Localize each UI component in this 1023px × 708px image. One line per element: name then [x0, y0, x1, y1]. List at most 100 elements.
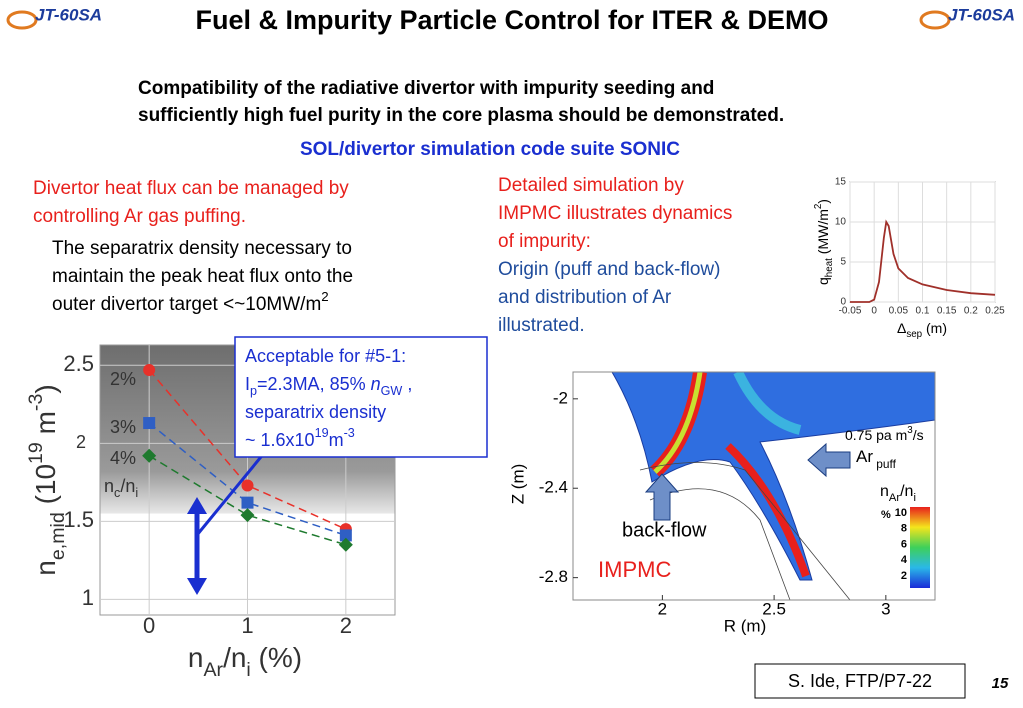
intro-line: Compatibility of the radiative divertor …: [138, 78, 714, 99]
arrow-head: [187, 497, 207, 514]
marker: [240, 508, 255, 523]
wall-outline: [639, 462, 851, 600]
x-tick-label: 0: [143, 613, 155, 638]
text-part: q: [815, 277, 831, 285]
text-part: (10: [30, 464, 61, 512]
slide-title: Fuel & Impurity Particle Control for ITE…: [195, 5, 828, 35]
x-tick-label: 0.1: [916, 306, 930, 317]
text-part: /n: [223, 642, 246, 673]
marker: [143, 363, 156, 376]
x-tick-label: 3: [881, 599, 890, 618]
right-red-line: IMPMC illustrates dynamics: [498, 203, 732, 224]
text-part: m: [30, 411, 61, 442]
page-number: 15: [992, 675, 1009, 692]
text-part: (MW/m: [815, 209, 831, 258]
text-part: 2: [321, 289, 328, 304]
text-part: e,mid: [47, 512, 69, 560]
text-part: (%): [251, 642, 302, 673]
x-tick-label: 2: [340, 613, 352, 638]
subtitle: SOL/divertor simulation code suite SONIC: [300, 139, 680, 160]
colorbar-label: 10: [895, 507, 907, 519]
colorbar-label: 2: [901, 570, 907, 582]
divertor-leg: [653, 372, 703, 474]
text-part: Acceptable for #5-1:: [245, 346, 406, 366]
callout-pointer: [195, 451, 267, 536]
marker: [241, 496, 254, 509]
reference: S. Ide, FTP/P7-22: [788, 671, 932, 691]
logo-text: JT-60SA: [948, 5, 1015, 24]
text-part: 0.75 pa m: [845, 427, 907, 443]
text-part: /n: [900, 483, 913, 500]
x-tick-label: 2: [658, 599, 667, 618]
text-part: outer divertor target <~10MW/m: [52, 294, 321, 315]
y-tick-label: 15: [835, 177, 847, 188]
text-part: ): [815, 199, 831, 204]
text-part: i: [246, 659, 250, 681]
right-red-line: of impurity:: [498, 231, 591, 252]
impmc-plot: 2 2.5 3 -2 -2.4 -2.8 R (m) Z (m) back-flow IMPMC 0…: [508, 388, 923, 635]
x-axis-label: R (m): [724, 616, 766, 635]
colorbar-label: 4: [901, 554, 908, 566]
x-tick-label: 0.05: [889, 306, 909, 317]
puff-rate: 0.75 pa m3/s: [845, 425, 924, 443]
x-tick-label: 2.5: [762, 599, 786, 618]
colorbar-unit: %: [881, 509, 891, 521]
reference-box: [754, 663, 966, 699]
text-part: n: [188, 642, 204, 673]
text-part: heat: [824, 258, 835, 277]
callout-line: separatrix density: [245, 402, 386, 422]
text-part: separatrix density: [245, 402, 386, 422]
text-part: -3: [25, 394, 47, 412]
callout-line: ~ 1.6x1019m-3: [245, 426, 355, 449]
text-part: n: [371, 374, 381, 394]
colorbar-title: nAr/ni: [880, 483, 916, 504]
y-tick-label: -2.4: [539, 478, 568, 497]
text-part: c: [114, 486, 120, 500]
logo-left: JT-60SA: [6, 5, 102, 30]
legend-label: 2%: [110, 369, 136, 389]
left-red-line: controlling Ar gas puffing.: [33, 206, 246, 227]
text-part: 19: [315, 426, 329, 440]
puff-label: Ar puff: [856, 447, 897, 471]
right-blue-line: illustrated.: [498, 315, 585, 336]
backflow-arrow: [644, 473, 680, 521]
text-part: Ar: [856, 447, 873, 466]
marker: [241, 479, 254, 492]
logo-swirl: [6, 10, 38, 30]
text-part: Ar: [203, 659, 223, 681]
text-part: m: [329, 430, 344, 450]
series-line: [148, 455, 347, 546]
legend-title: nc/ni: [104, 476, 138, 501]
x-tick-label: 1: [241, 613, 253, 638]
text-part: 3: [907, 425, 913, 436]
series-line: [148, 369, 347, 530]
y-axis-label: qheat (MW/m2): [813, 199, 835, 285]
y-tick-label: 0: [840, 297, 846, 308]
left-black-line: outer divertor target <~10MW/m2: [52, 289, 329, 315]
y-tick-label: 5: [840, 257, 846, 268]
y-tick-label: 1: [82, 585, 94, 610]
text-part: maintain the peak heat flux onto the: [52, 266, 353, 287]
x-tick-label: -0.05: [839, 306, 862, 317]
y-tick-label: -2: [553, 388, 568, 407]
divertor-leg: [725, 443, 810, 578]
text-part: /s: [913, 427, 924, 443]
puff-arrow: [807, 442, 851, 478]
y-axis-label: Z (m): [508, 464, 527, 505]
legend-label: 4%: [110, 448, 136, 468]
text-part: =2.3MA, 85%: [257, 374, 371, 394]
logo-swirl: [919, 10, 951, 30]
marker: [339, 529, 352, 542]
legend-label: 3%: [110, 417, 136, 437]
text-part: i: [135, 486, 138, 500]
callout-line: Acceptable for #5-1:: [245, 346, 406, 366]
intro-line: sufficiently high fuel purity in the cor…: [138, 105, 784, 126]
text-part: i: [913, 492, 916, 504]
logo-right: JT-60SA: [919, 5, 1015, 30]
y-tick-label: -2.8: [539, 567, 568, 586]
text-part: Ar: [889, 492, 900, 504]
text-part: (m): [922, 320, 947, 336]
